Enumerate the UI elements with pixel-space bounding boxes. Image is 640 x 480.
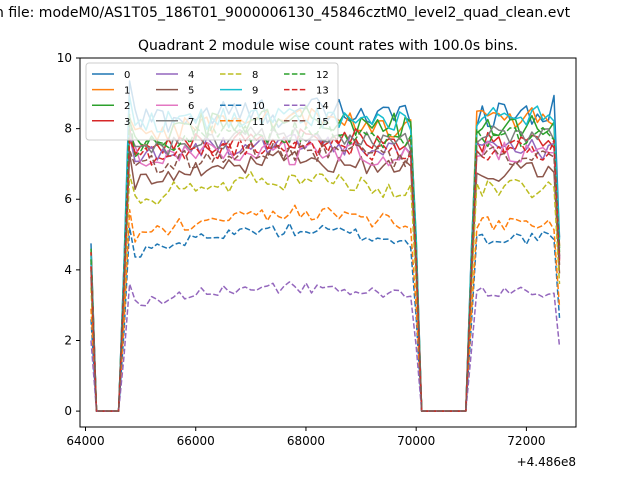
x-tick-label: 66000: [177, 434, 215, 448]
x-tick-label: 70000: [397, 434, 435, 448]
legend-label-13: 13: [316, 86, 329, 97]
series-line-7: [90, 125, 561, 412]
x-axis: 64000 66000 68000 70000 72000: [66, 427, 545, 448]
legend-label-0: 0: [124, 70, 130, 81]
legend-label-4: 4: [188, 70, 194, 81]
x-offset-label: +4.486e8: [517, 455, 576, 469]
series-line-15: [90, 141, 561, 412]
y-tick-label: 0: [64, 404, 72, 418]
legend-label-5: 5: [188, 86, 194, 97]
x-tick-label: 68000: [287, 434, 325, 448]
series-line-8: [90, 171, 561, 412]
suptitle: n file: modeM0/AS1T05_186T01_9000006130_…: [0, 5, 571, 21]
y-tick-label: 8: [64, 122, 72, 136]
legend-label-14: 14: [316, 101, 329, 112]
chart-title: Quadrant 2 module wise count rates with …: [138, 38, 518, 54]
x-tick-label: 72000: [507, 434, 545, 448]
legend-label-2: 2: [124, 101, 130, 112]
x-tick-label: 64000: [66, 434, 104, 448]
legend-label-15: 15: [316, 117, 329, 128]
series-line-5: [90, 150, 561, 412]
series-line-10: [90, 222, 561, 412]
series-line-11: [90, 204, 561, 412]
y-tick-label: 4: [64, 263, 72, 277]
legend-label-12: 12: [316, 70, 329, 81]
y-tick-label: 2: [64, 333, 72, 347]
legend-label-3: 3: [124, 117, 130, 128]
y-tick-label: 6: [64, 192, 72, 206]
legend-box: [85, 62, 339, 141]
legend-label-7: 7: [188, 117, 194, 128]
legend-label-10: 10: [252, 101, 265, 112]
legend-label-11: 11: [252, 117, 265, 128]
y-axis: 0 2 4 6 8 10: [57, 51, 80, 418]
legend-label-6: 6: [188, 101, 194, 112]
axes-frame: [79, 57, 577, 428]
legend-label-9: 9: [252, 86, 258, 97]
legend-label-1: 1: [124, 86, 130, 97]
legend-label-8: 8: [252, 70, 258, 81]
y-tick-label: 10: [57, 51, 72, 65]
